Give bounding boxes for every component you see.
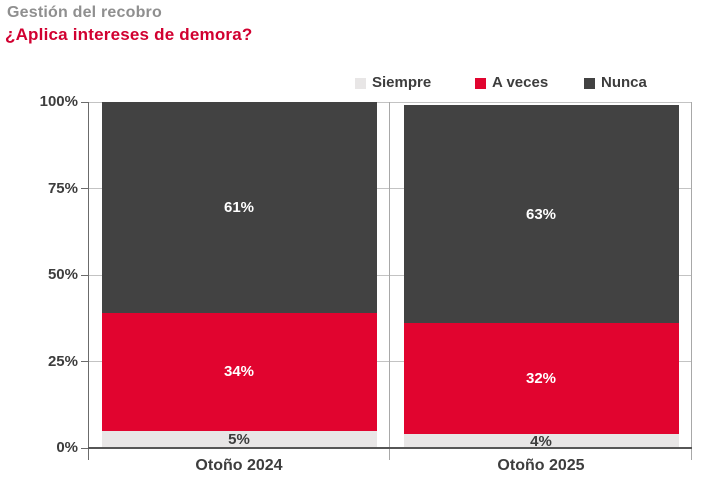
legend-item-2: Nunca xyxy=(584,74,647,92)
x-category-label: Otoño 2024 xyxy=(195,457,283,474)
legend-item-1: A veces xyxy=(475,74,548,92)
gridline xyxy=(88,274,692,276)
y-tick xyxy=(81,101,88,103)
legend-swatch-icon xyxy=(355,77,366,89)
stacked-bar: 5% 34% 61% xyxy=(101,102,377,448)
plot-area: 5% 34% 61% 4% 32% 63% xyxy=(81,101,692,460)
segment-value-label: 32% xyxy=(525,370,557,388)
y-tick-label: 100% xyxy=(39,93,78,110)
gridline xyxy=(88,188,692,189)
y-tick xyxy=(81,274,88,276)
legend-label: Nunca xyxy=(601,74,647,91)
gridline xyxy=(88,101,692,103)
y-tick xyxy=(81,447,88,449)
legend-item-0: Siempre xyxy=(355,74,431,92)
bar-segment-a-veces: 32% xyxy=(403,323,679,435)
legend-swatch-icon xyxy=(475,77,486,89)
y-axis-line xyxy=(88,102,89,460)
segment-value-label: 61% xyxy=(223,199,255,217)
bar-segment-siempre: 5% xyxy=(101,430,377,448)
legend-label: A veces xyxy=(492,74,549,91)
y-tick xyxy=(81,361,88,362)
y-tick-label: 25% xyxy=(47,352,78,370)
y-tick xyxy=(81,188,88,189)
bar-segment-nunca: 63% xyxy=(403,105,679,324)
y-tick-label: 75% xyxy=(47,179,78,197)
gridline xyxy=(88,361,692,362)
segment-value-label: 63% xyxy=(525,205,557,223)
segment-value-label: 4% xyxy=(530,432,552,450)
stacked-bar: 4% 32% 63% xyxy=(403,102,679,450)
bar-segment-siempre: 4% xyxy=(403,432,679,450)
plot-right-border xyxy=(691,102,692,460)
y-tick-label: 50% xyxy=(47,266,78,283)
chart-title: Gestión del recobro xyxy=(7,4,162,21)
bar-segment-a-veces: 34% xyxy=(101,313,377,431)
x-category-label: Otoño 2025 xyxy=(497,457,585,474)
x-axis-line xyxy=(88,447,692,449)
panel-separator-line xyxy=(389,102,390,460)
segment-value-label: 5% xyxy=(228,430,250,448)
bar-segment-nunca: 61% xyxy=(101,102,377,314)
segment-value-label: 34% xyxy=(223,363,255,381)
legend-label: Siempre xyxy=(372,74,432,91)
legend-swatch-icon xyxy=(584,77,595,89)
chart-subtitle: ¿Aplica intereses de demora? xyxy=(5,25,253,44)
y-tick-label: 0% xyxy=(56,439,78,456)
